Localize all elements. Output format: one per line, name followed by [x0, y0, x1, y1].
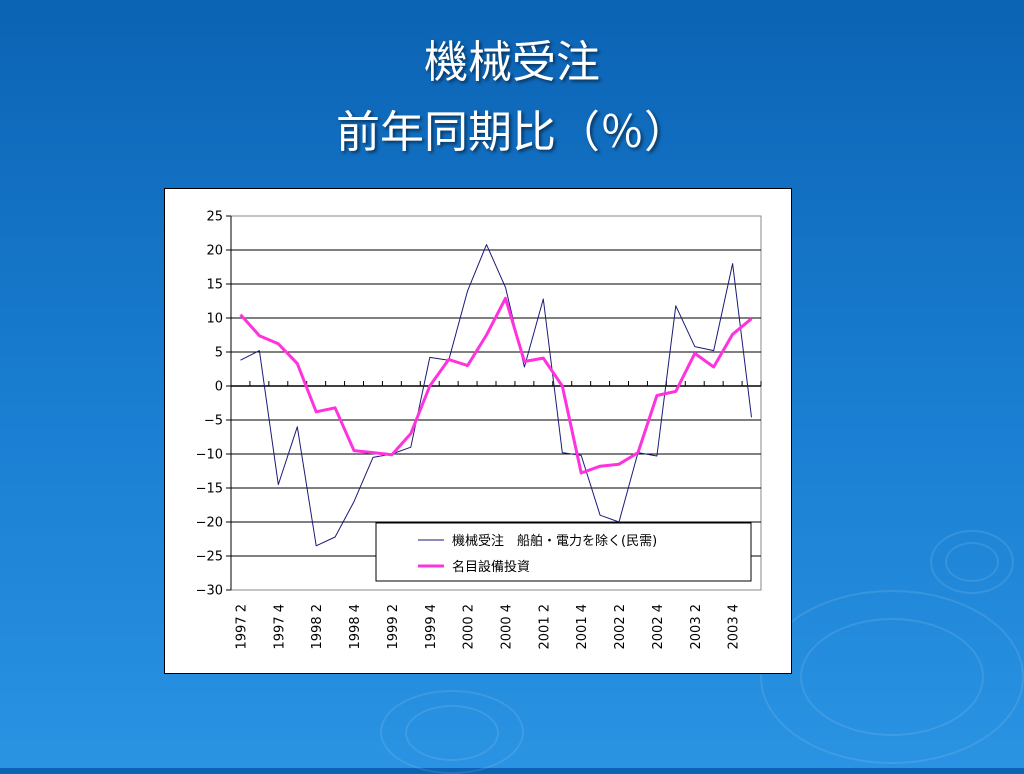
y-tick-label: −30 [196, 584, 223, 599]
x-tick-label: 1999 2 [386, 604, 401, 650]
x-tick-label: 2001 4 [575, 604, 590, 650]
slide-subtitle: 前年同期比（％） [336, 107, 688, 158]
x-tick-label: 2000 4 [499, 604, 514, 650]
x-tick-label: 2002 4 [651, 604, 666, 650]
ripple-decoration [800, 618, 984, 736]
y-tick-label: −5 [204, 414, 223, 429]
y-tick-label: −20 [196, 516, 223, 531]
x-tick-label: 2001 2 [537, 604, 552, 650]
ripple-decoration [405, 705, 499, 761]
y-tick-label: 25 [206, 210, 223, 225]
x-tick-label: 2000 2 [462, 604, 477, 650]
y-tick-label: 0 [215, 380, 223, 395]
x-tick-label: 1997 2 [234, 604, 249, 650]
y-tick-label: 10 [206, 312, 223, 327]
series-line-1 [240, 244, 752, 547]
slide-title: 機械受注 [424, 37, 600, 88]
x-tick-label: 2003 2 [689, 604, 704, 650]
y-tick-label: −10 [196, 448, 223, 463]
legend-label: 名目設備投資 [452, 559, 530, 575]
ripple-decoration [945, 542, 999, 582]
y-tick-label: −15 [196, 482, 223, 497]
x-tick-label: 1999 4 [424, 604, 439, 650]
x-tick-label: 1998 2 [310, 604, 325, 650]
x-tick-label: 2002 2 [613, 604, 628, 650]
ripple-decoration [760, 590, 1024, 764]
line-chart: 25 20 15 10 5 0 −5 −10 −15 −20 −25 −30 1997 2 1997 4… [196, 210, 762, 650]
chart-panel: 25 20 15 10 5 0 −5 −10 −15 −20 −25 −30 1997 2 1997 4… [164, 188, 792, 674]
legend [375, 522, 752, 582]
ripple-decoration [930, 530, 1014, 594]
x-tick-label: 1997 4 [272, 604, 287, 650]
y-tick-label: 15 [206, 278, 223, 293]
x-tick-label: 1998 4 [348, 604, 363, 650]
legend-label: 機械受注 船舶・電力を除く(民需) [452, 533, 657, 549]
y-tick-label: 5 [215, 346, 223, 361]
series-line-2 [239, 296, 753, 475]
y-tick-label: 20 [206, 244, 223, 259]
y-tick-label: −25 [196, 550, 223, 565]
x-tick-label: 2003 4 [727, 604, 742, 650]
